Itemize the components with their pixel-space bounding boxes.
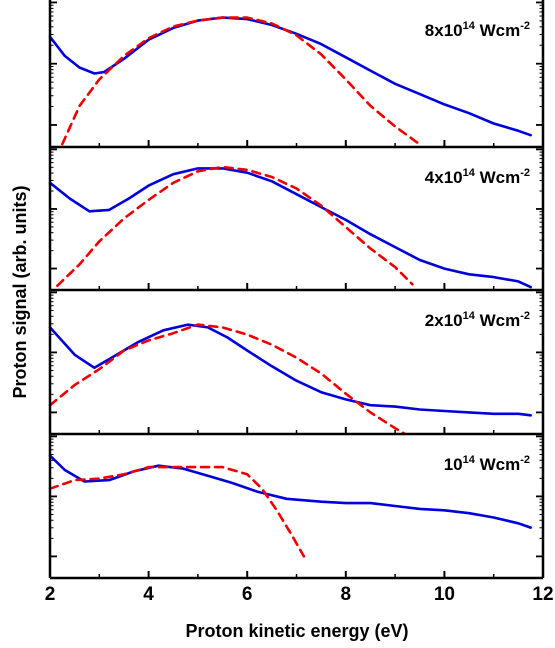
panels: 8x1014 Wcm-2 4x1014 Wcm-2 2x1014 Wcm-2 1014… <box>48 0 545 580</box>
x-tick-label: 8 <box>341 584 352 605</box>
panel-2: 4x1014 Wcm-2 <box>48 147 545 292</box>
panel-label-1: 8x1014 Wcm-2 <box>425 20 530 40</box>
x-tick-label: 6 <box>242 584 253 605</box>
fit-line-panel-3 <box>48 323 407 436</box>
panel-1: 8x1014 Wcm-2 <box>48 0 545 149</box>
fit-line-panel-4 <box>48 465 306 558</box>
x-tick-label: 2 <box>45 584 56 605</box>
panel-3: 2x1014 Wcm-2 <box>48 290 545 436</box>
signal-line-panel-3 <box>48 323 532 417</box>
x-axis-ticks: 2 4 6 8 10 12 <box>45 584 554 605</box>
panel-label-2: 4x1014 Wcm-2 <box>425 167 530 187</box>
x-tick-label: 4 <box>143 584 154 605</box>
y-axis-title: Proton signal (arb. units) <box>10 185 30 398</box>
signal-line-panel-4 <box>48 454 532 529</box>
x-tick-label: 12 <box>532 584 553 605</box>
fit-line-panel-1 <box>61 16 419 146</box>
panel-4: 1014 Wcm-2 <box>48 434 545 580</box>
signal-line-panel-1 <box>48 16 532 137</box>
x-axis-title: Proton kinetic energy (eV) <box>185 621 408 641</box>
signal-line-panel-2 <box>48 167 532 289</box>
panel-label-3: 2x1014 Wcm-2 <box>425 310 530 330</box>
fit-line-panel-2 <box>56 165 414 287</box>
panel-label-4: 1014 Wcm-2 <box>444 454 530 474</box>
x-tick-label: 10 <box>434 584 455 605</box>
